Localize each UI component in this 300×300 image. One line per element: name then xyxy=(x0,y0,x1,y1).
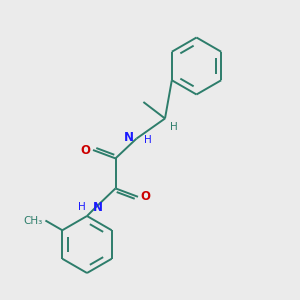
Text: N: N xyxy=(93,201,103,214)
Text: H: H xyxy=(78,202,86,212)
Text: H: H xyxy=(170,122,178,132)
Text: O: O xyxy=(81,143,91,157)
Text: CH₃: CH₃ xyxy=(23,215,42,226)
Text: O: O xyxy=(140,190,150,203)
Text: H: H xyxy=(144,135,152,146)
Text: N: N xyxy=(124,131,134,144)
